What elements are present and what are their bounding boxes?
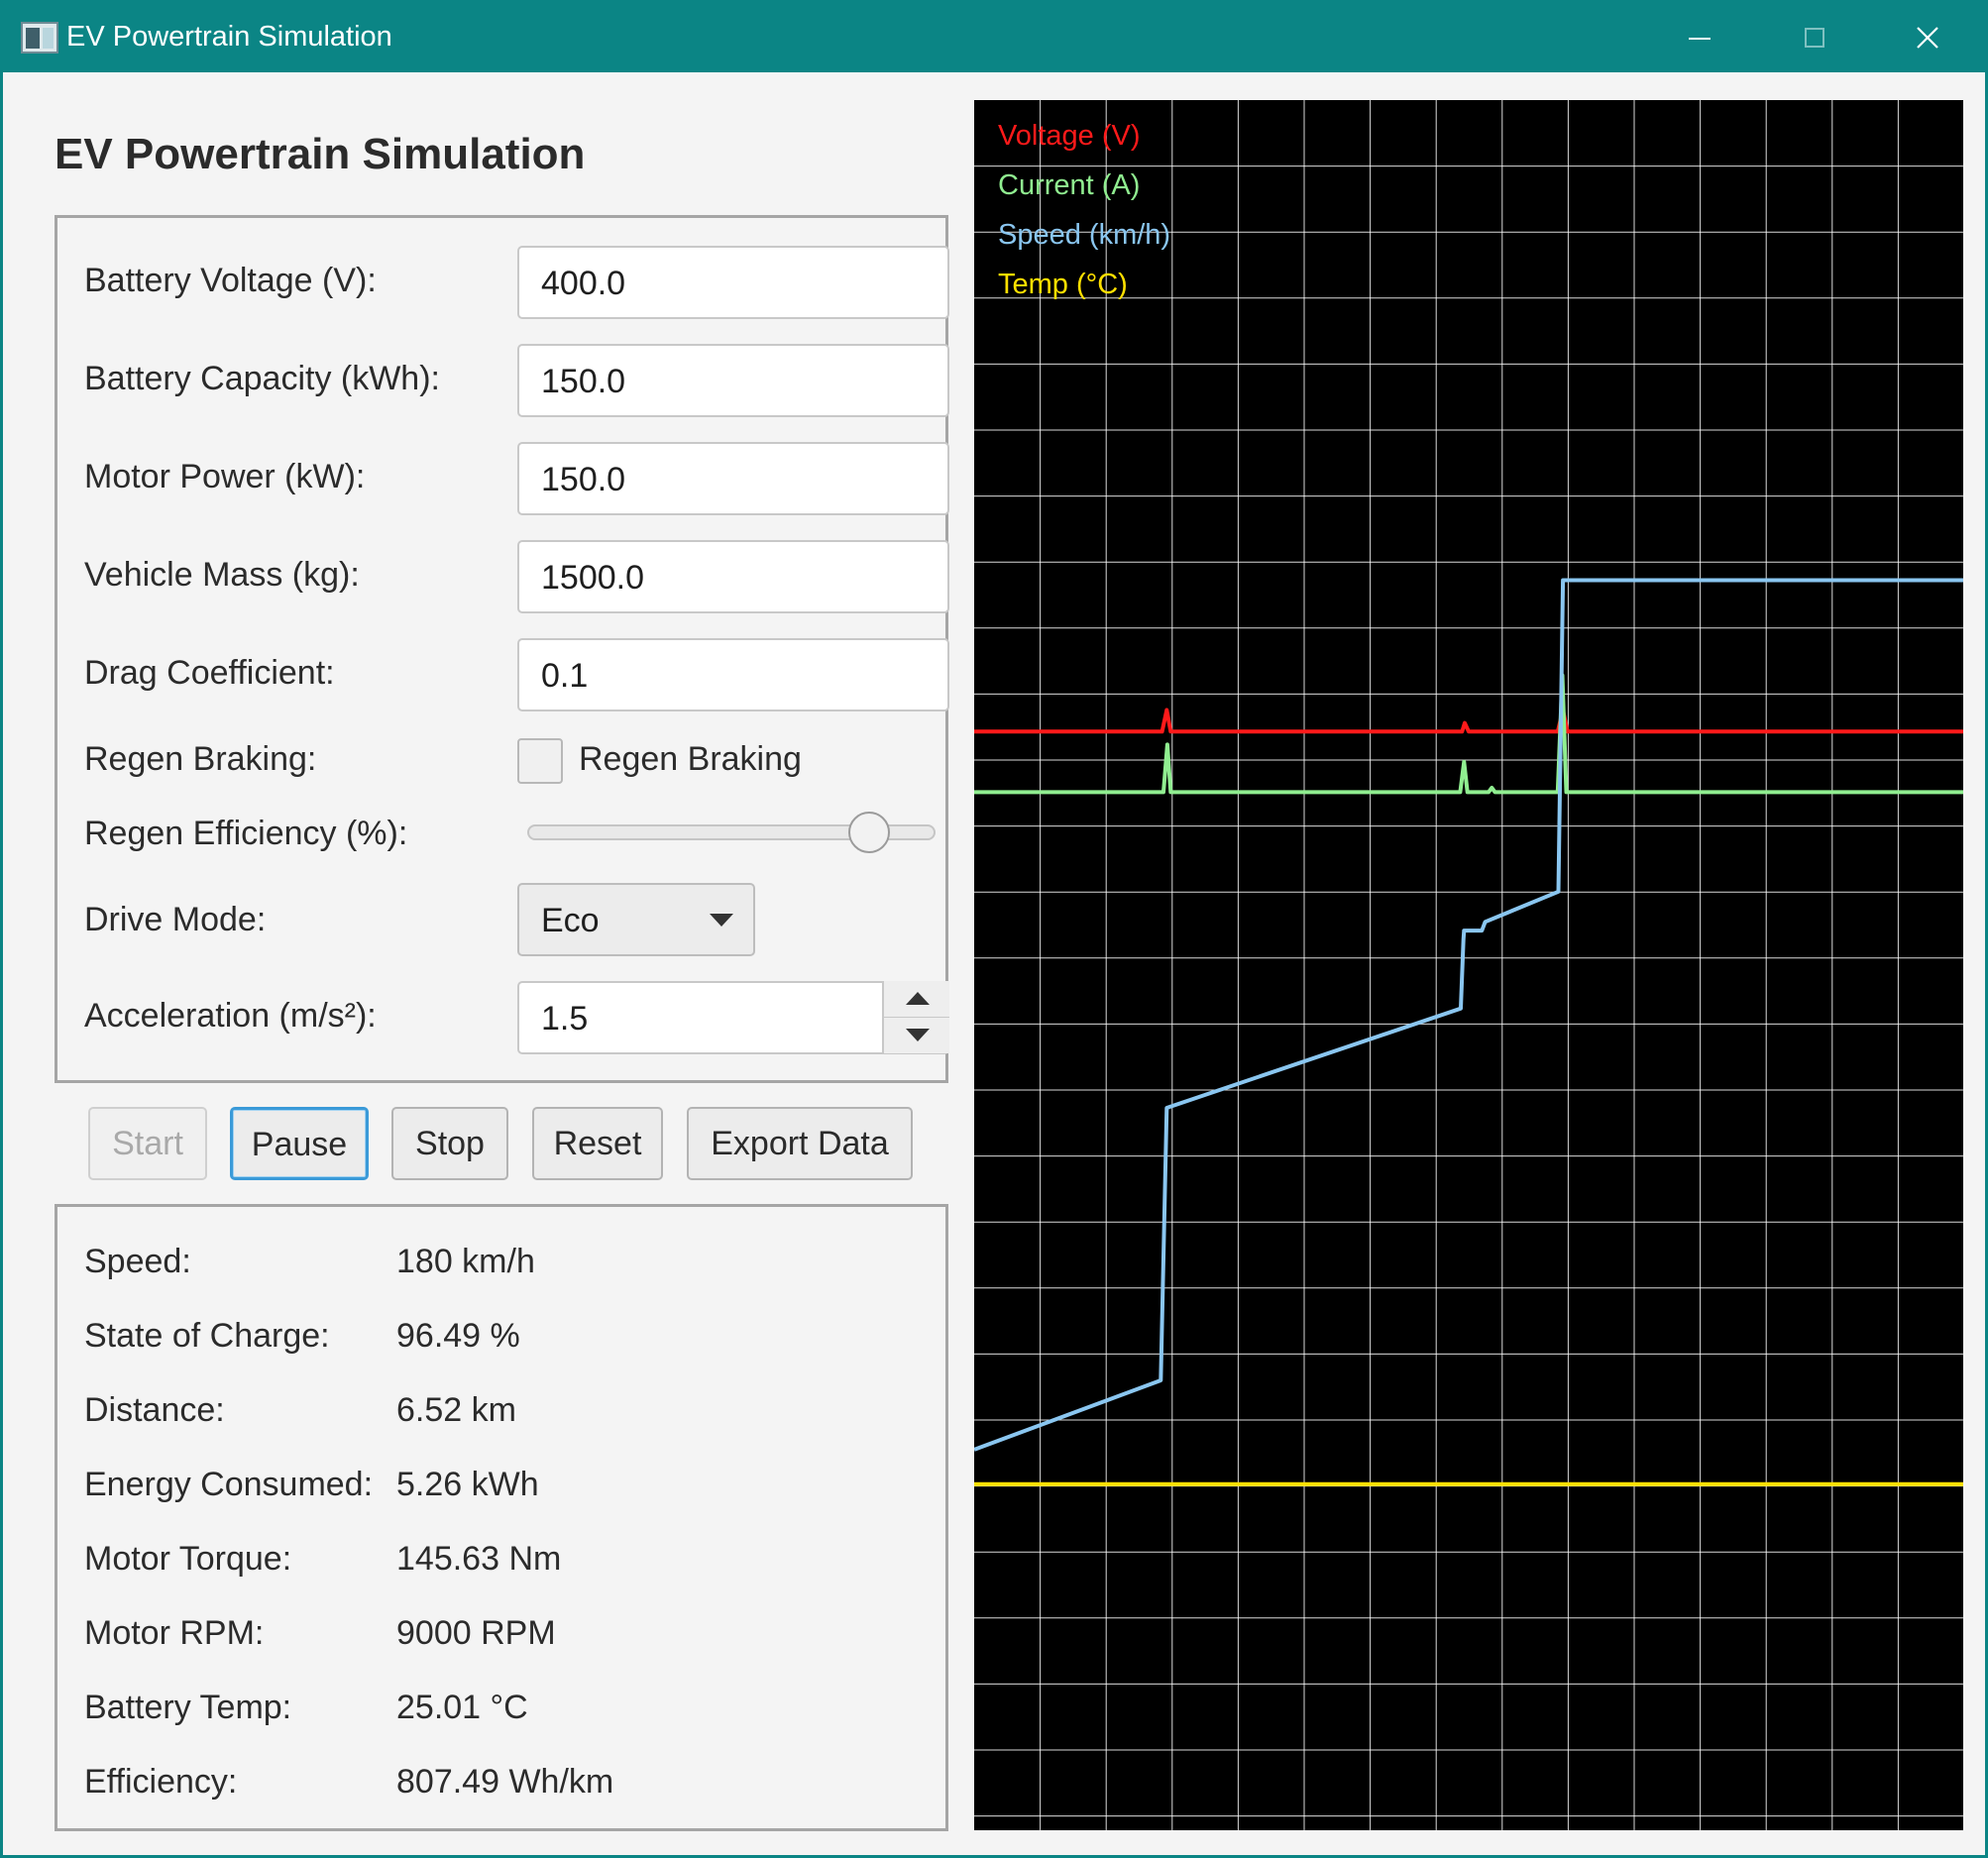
series-line-current bbox=[974, 673, 1963, 795]
readout-value: 5.26 kWh bbox=[396, 1466, 539, 1503]
battery-voltage-label: Battery Voltage (V): bbox=[84, 262, 377, 299]
close-button[interactable] bbox=[1878, 3, 1977, 72]
readout-value: 145.63 Nm bbox=[396, 1540, 562, 1578]
spinner-increment-button[interactable] bbox=[884, 981, 949, 1018]
spinner-buttons bbox=[882, 981, 949, 1054]
stop-button[interactable]: Stop bbox=[391, 1107, 508, 1180]
readout-value: 180 km/h bbox=[396, 1243, 535, 1280]
drag-coefficient-label: Drag Coefficient: bbox=[84, 654, 335, 692]
window-title: EV Powertrain Simulation bbox=[66, 21, 392, 53]
drive-mode-value: Eco bbox=[541, 902, 600, 939]
readout-value: 25.01 °C bbox=[396, 1689, 528, 1726]
legend-speed: Speed (km/h) bbox=[998, 219, 1171, 251]
regen-efficiency-label: Regen Efficiency (%): bbox=[84, 815, 408, 852]
regen-braking-checkbox-label[interactable]: Regen Braking bbox=[579, 740, 802, 778]
chevron-down-icon bbox=[710, 914, 733, 927]
legend-voltage: Voltage (V) bbox=[998, 120, 1141, 152]
close-icon bbox=[1917, 27, 1938, 49]
motor-power-label: Motor Power (kW): bbox=[84, 458, 366, 495]
arrow-up-icon bbox=[906, 992, 930, 1005]
readout-label: Energy Consumed: bbox=[84, 1466, 374, 1503]
legend-temp: Temp (°C) bbox=[998, 269, 1128, 300]
arrow-down-icon bbox=[906, 1029, 930, 1041]
regen-efficiency-slider-track[interactable] bbox=[527, 824, 936, 840]
app-icon bbox=[21, 22, 58, 54]
legend-current: Current (A) bbox=[998, 169, 1141, 201]
drag-coefficient-input[interactable]: 0.1 bbox=[517, 638, 949, 711]
readout-label: State of Charge: bbox=[84, 1317, 330, 1355]
motor-power-input[interactable]: 150.0 bbox=[517, 442, 949, 515]
readout-label: Speed: bbox=[84, 1243, 191, 1280]
parameters-panel: Battery Voltage (V): 400.0 Battery Capac… bbox=[55, 215, 949, 1083]
acceleration-spinner[interactable]: 1.5 bbox=[517, 981, 949, 1054]
vehicle-mass-input[interactable]: 1500.0 bbox=[517, 540, 949, 613]
minimize-button[interactable] bbox=[1650, 3, 1749, 72]
series-line-speed bbox=[974, 578, 1963, 1452]
chart-plot-area bbox=[974, 100, 1963, 1830]
battery-voltage-input[interactable]: 400.0 bbox=[517, 246, 949, 319]
chart-grid bbox=[974, 100, 1963, 1830]
drive-mode-label: Drive Mode: bbox=[84, 901, 267, 938]
readout-value: 9000 RPM bbox=[396, 1614, 556, 1652]
page-title: EV Powertrain Simulation bbox=[55, 130, 586, 178]
readout-label: Motor Torque: bbox=[84, 1540, 292, 1578]
series-line-voltage bbox=[974, 708, 1963, 734]
acceleration-label: Acceleration (m/s²): bbox=[84, 997, 377, 1035]
regen-braking-checkbox[interactable] bbox=[517, 738, 563, 784]
battery-capacity-label: Battery Capacity (kWh): bbox=[84, 360, 440, 397]
title-bar[interactable]: EV Powertrain Simulation bbox=[3, 3, 1985, 72]
reset-button[interactable]: Reset bbox=[532, 1107, 663, 1180]
readout-value: 807.49 Wh/km bbox=[396, 1763, 614, 1801]
export-data-button[interactable]: Export Data bbox=[687, 1107, 913, 1180]
pause-button[interactable]: Pause bbox=[230, 1107, 369, 1180]
maximize-icon bbox=[1805, 28, 1824, 48]
vehicle-mass-label: Vehicle Mass (kg): bbox=[84, 556, 360, 594]
battery-capacity-input[interactable]: 150.0 bbox=[517, 344, 949, 417]
readout-value: 96.49 % bbox=[396, 1317, 520, 1355]
regen-braking-label: Regen Braking: bbox=[84, 740, 317, 778]
readout-label: Battery Temp: bbox=[84, 1689, 292, 1726]
readout-label: Efficiency: bbox=[84, 1763, 238, 1801]
readout-label: Motor RPM: bbox=[84, 1614, 265, 1652]
readouts-panel: Speed: 180 km/h State of Charge: 96.49 %… bbox=[55, 1204, 948, 1831]
spinner-decrement-button[interactable] bbox=[884, 1018, 949, 1053]
telemetry-chart: Voltage (V) Current (A) Speed (km/h) Tem… bbox=[974, 100, 1963, 1830]
regen-efficiency-slider-thumb[interactable] bbox=[847, 812, 890, 853]
maximize-button[interactable] bbox=[1765, 3, 1864, 72]
minimize-icon bbox=[1689, 38, 1711, 40]
drive-mode-select[interactable]: Eco bbox=[517, 883, 755, 956]
acceleration-value: 1.5 bbox=[541, 1000, 589, 1038]
readout-label: Distance: bbox=[84, 1391, 225, 1429]
readout-value: 6.52 km bbox=[396, 1391, 516, 1429]
start-button[interactable]: Start bbox=[88, 1107, 207, 1180]
